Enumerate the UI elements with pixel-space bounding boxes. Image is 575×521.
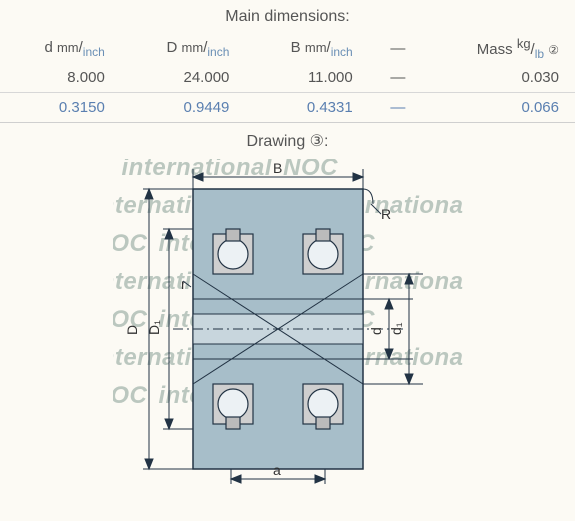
col-D: D mm/inch (121, 32, 246, 65)
section-title: Main dimensions: (0, 0, 575, 32)
label-d1: d₁ (388, 322, 404, 335)
label-R: R (381, 206, 391, 222)
bearing-drawing: C international NOC international NOC in… (113, 159, 463, 489)
col-mass: Mass kg/lb ② (421, 32, 575, 65)
row-inch: 0.31500.94490.4331—0.066 (0, 95, 575, 120)
col-B: B mm/inch (245, 32, 368, 65)
drawing-title: Drawing ③: (0, 125, 575, 159)
label-D1: D₁ (146, 320, 162, 335)
row-mm: 8.00024.00011.000—0.030 (0, 65, 575, 90)
col-d: d mm/inch (0, 32, 121, 65)
label-a: a (273, 462, 281, 478)
label-D: D (124, 325, 140, 335)
dimensions-table: d mm/inch D mm/inch B mm/inch — Mass kg/… (0, 32, 575, 125)
label-r: r (181, 276, 186, 292)
col-dash: — (369, 32, 422, 65)
label-d: d (368, 327, 384, 335)
label-B: B (273, 160, 282, 176)
